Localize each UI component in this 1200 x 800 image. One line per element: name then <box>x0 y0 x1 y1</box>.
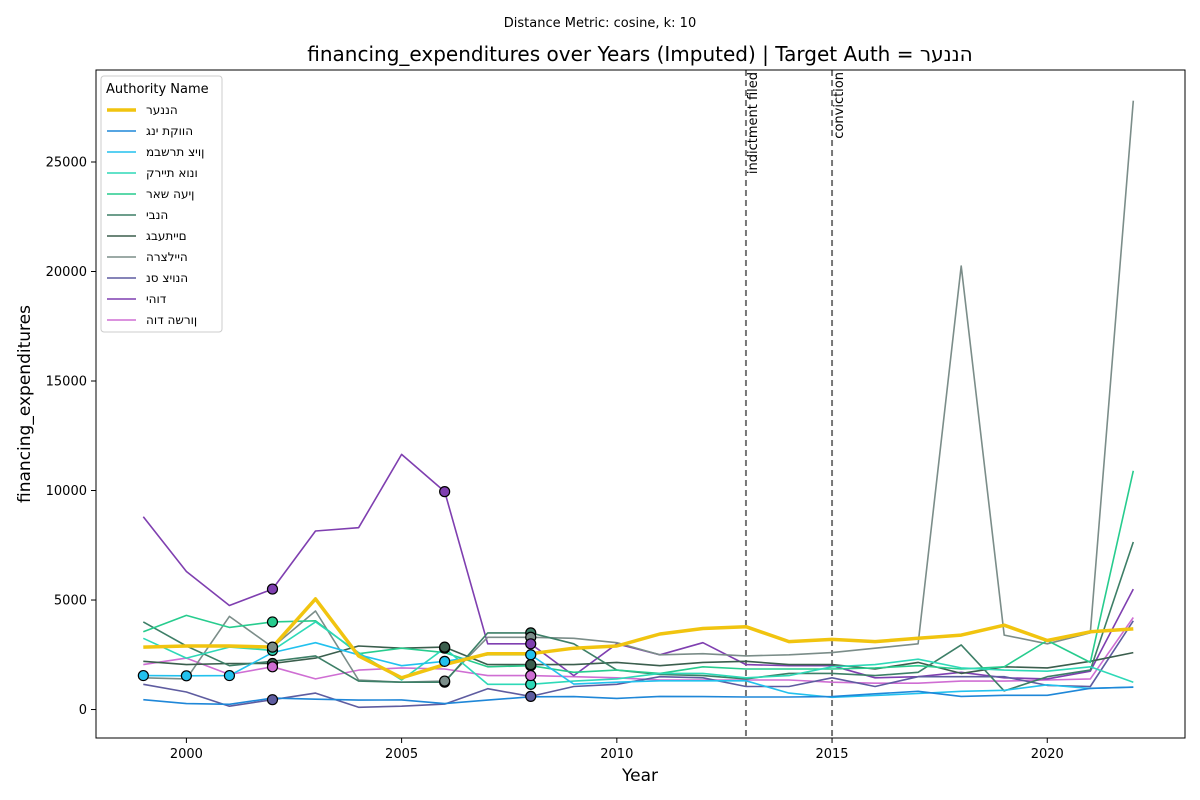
event-label: indictment filed <box>746 72 761 174</box>
data-point-marker <box>266 694 279 706</box>
series-line-3 <box>142 621 1134 686</box>
y-tick-label: 25000 <box>46 155 87 170</box>
y-axis-label: financing_expenditures <box>15 305 35 503</box>
plot-area: indictment filed conviction 2000 2005 2010 20… <box>46 69 1186 762</box>
data-point-marker <box>525 669 537 682</box>
chart-title: financing_expenditures over Years (Imput… <box>307 42 972 66</box>
legend-label: הננער <box>146 103 178 117</box>
data-point-marker <box>439 675 451 687</box>
y-tick-label: 15000 <box>46 375 87 390</box>
legend-label: הנבי <box>146 208 168 222</box>
data-point-marker <box>137 669 149 682</box>
data-point-marker <box>266 661 279 673</box>
plot-frame <box>95 69 1186 739</box>
legend-label: דוהי <box>146 292 167 306</box>
legend-label: הנויצ סנ <box>146 271 188 285</box>
data-point-marker <box>525 690 537 702</box>
series-line-6 <box>143 645 1134 675</box>
legend-label: היילצרה <box>146 250 188 264</box>
x-tick-label: 2020 <box>1031 747 1064 762</box>
legend-label: ונוא תיירק <box>146 166 198 180</box>
legend-box <box>100 75 223 333</box>
data-point-marker <box>439 486 451 498</box>
series-line-4 <box>143 470 1135 675</box>
legend-label: הווקת ינג <box>146 124 193 138</box>
x-axis-label: Year <box>621 766 658 786</box>
series-line-1 <box>143 686 1134 706</box>
y-tick-label: 0 <box>79 703 87 718</box>
data-point-marker <box>525 649 537 661</box>
series-line-7 <box>143 100 1135 684</box>
data-point-marker <box>266 616 279 628</box>
x-tick-label: 2000 <box>170 747 203 762</box>
legend-title: Authority Name <box>106 82 209 97</box>
chart-suptitle: Distance Metric: cosine, k: 10 <box>504 16 696 31</box>
data-point-marker <box>266 641 279 653</box>
event-label: conviction <box>832 72 847 139</box>
y-tick-label: 10000 <box>46 484 87 499</box>
legend: Authority Name הננער הווקת ינג ןויצ תרשבמ ונ… <box>100 75 223 333</box>
data-point-marker <box>266 583 279 595</box>
legend-label: ןיעה שאר <box>146 187 194 201</box>
legend-label: ןויצ תרשבמ <box>146 145 204 159</box>
data-point-marker <box>525 659 537 671</box>
series-line-8 <box>143 620 1134 709</box>
data-point-marker <box>525 638 537 650</box>
series-line-9 <box>142 453 1135 680</box>
data-point-marker <box>180 670 192 682</box>
series-line-2 <box>143 641 1134 699</box>
legend-label: םייתעבג <box>146 229 187 243</box>
x-tick-label: 2005 <box>385 747 418 762</box>
series-line-0 <box>143 597 1134 680</box>
data-point-marker <box>439 641 451 653</box>
y-tick-label: 5000 <box>54 594 87 609</box>
data-point-marker <box>439 655 451 667</box>
data-point-marker <box>223 669 236 682</box>
x-tick-label: 2015 <box>815 747 848 762</box>
legend-label: ןורשה דוה <box>146 313 197 327</box>
x-tick-label: 2010 <box>600 747 633 762</box>
y-tick-label: 20000 <box>46 265 87 280</box>
series-line-10 <box>143 617 1134 685</box>
